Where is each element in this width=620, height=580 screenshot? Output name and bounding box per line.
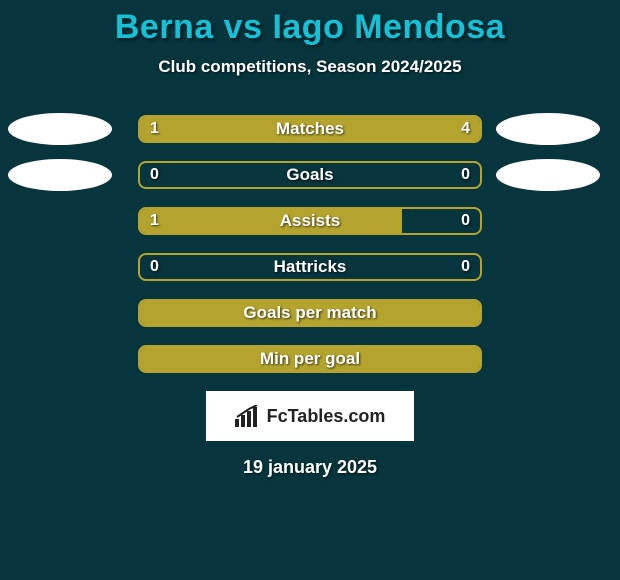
player-badge-left: [8, 159, 112, 191]
player-badge-right: [496, 113, 600, 145]
stat-row: Hattricks0 0: [0, 253, 620, 281]
brand-text: FcTables.com: [267, 406, 386, 427]
stat-value-left: 0: [150, 255, 159, 279]
page-title: Berna vs Iago Mendosa: [0, 0, 620, 47]
stat-row: Goals per match: [0, 299, 620, 327]
brand-badge: FcTables.com: [206, 391, 414, 441]
subtitle: Club competitions, Season 2024/2025: [0, 57, 620, 77]
player-badge-right: [496, 159, 600, 191]
stat-row: Min per goal: [0, 345, 620, 373]
stat-label: Goals: [140, 163, 480, 187]
bar-track: Goals per match: [138, 299, 482, 327]
bar-track: Min per goal: [138, 345, 482, 373]
stat-row: Goals0 0: [0, 161, 620, 189]
bar-fill-left: [140, 301, 480, 325]
bar-fill-left: [140, 347, 480, 371]
fctables-icon: [235, 405, 261, 427]
stat-value-right: 0: [461, 255, 470, 279]
bar-track: Hattricks0 0: [138, 253, 482, 281]
bar-fill-right: [208, 117, 480, 141]
stat-value-left: 1: [150, 117, 159, 141]
bar-fill-left: [140, 209, 402, 233]
stat-value-right: 0: [461, 163, 470, 187]
stat-row: Matches14: [0, 115, 620, 143]
bar-track: Goals0 0: [138, 161, 482, 189]
comparison-bars: Matches14Goals00Assists10Hattricks00Goal…: [0, 115, 620, 373]
stat-value-right: 4: [461, 117, 470, 141]
player-badge-left: [8, 113, 112, 145]
stat-value-left: 0: [150, 163, 159, 187]
date-text: 19 january 2025: [0, 457, 620, 478]
bar-track: Matches14: [138, 115, 482, 143]
stat-value-left: 1: [150, 209, 159, 233]
stat-row: Assists10: [0, 207, 620, 235]
bar-track: Assists10: [138, 207, 482, 235]
stat-value-right: 0: [461, 209, 470, 233]
stat-label: Hattricks: [140, 255, 480, 279]
